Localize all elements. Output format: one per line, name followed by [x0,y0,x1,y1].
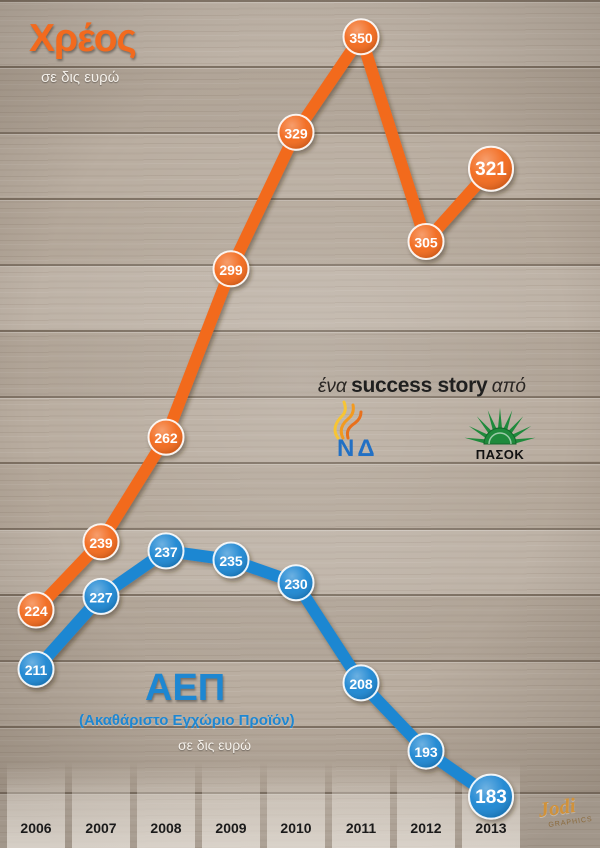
marker-highlight [149,534,183,568]
data-label: 227 [89,589,113,605]
marker-highlight [19,652,53,686]
debt-title: Χρέος [29,17,137,60]
gdp-unit-label: σε δις ευρώ [178,737,252,753]
sun-ray [468,426,488,438]
sun-ray [476,416,492,434]
flame-stroke [339,403,355,440]
marker-highlight [470,147,512,190]
marker-highlight [470,775,512,818]
sun-ray [508,416,524,434]
sun-ray [512,426,532,438]
series-line [30,30,497,617]
sun-ring [488,432,512,445]
marker-highlight [19,593,53,627]
x-tick-label: 2012 [397,762,455,848]
pasok-logo: ΠΑΣΟΚ [460,404,540,466]
data-label: 183 [475,787,507,808]
x-tick-label: 2009 [202,762,260,848]
flame-stroke [333,400,347,440]
data-label: 224 [24,603,48,619]
x-tick-label: 2010 [267,762,325,848]
marker-highlight [84,579,118,613]
data-series-0: 224 239 262 299 329 350 305 321 [17,18,514,629]
gdp-title: ΑΕΠ [145,667,226,709]
marker-highlight [344,20,378,54]
marker-highlight [409,734,443,768]
data-label: 239 [89,535,113,551]
tagline-prefix: ένα [318,376,347,397]
data-label: 230 [284,576,308,592]
marker-highlight [344,666,378,700]
gdp-full-name: (Ακαθάριστο Εγχώριο Προϊόν) [79,712,295,729]
data-label: 321 [475,159,507,180]
x-tick-label: 2006 [7,762,65,848]
marker-highlight [279,115,313,149]
marker-highlight [84,525,118,559]
nd-logo-text: ΝΔ [337,435,378,462]
tagline: ένα success story από [318,373,526,401]
data-series-1: 211 227 237 235 230 208 193 183 [17,532,514,820]
marker-highlight [409,225,443,258]
sun-ray [503,410,513,430]
data-label: 262 [154,430,178,446]
data-label: 237 [154,544,178,560]
x-tick-label: 2008 [137,762,195,848]
sun-ray [515,437,536,444]
tagline-suffix: από [491,376,526,397]
marker-highlight [149,420,183,454]
flame-stroke [345,410,363,440]
data-label: 193 [414,744,438,760]
sun-rays [464,408,536,444]
data-label: 305 [414,235,438,251]
torch-flame-icon [333,400,363,440]
data-label: 235 [219,553,243,569]
sun-ray [464,437,485,444]
marker-highlight [214,543,248,577]
data-label: 211 [25,662,48,678]
x-tick-label: 2007 [72,762,130,848]
x-tick-label: 2011 [332,762,390,848]
marker-highlight [214,252,248,286]
nd-logo: ΝΔ [324,400,390,464]
sun-ray [487,410,497,430]
rising-sun-icon [464,408,536,445]
data-label: 208 [349,676,373,692]
tagline-emphasis: success story [351,374,488,397]
sun-ray [498,408,502,429]
sun-disc [483,427,517,445]
data-label: 299 [219,262,243,278]
pasok-logo-text: ΠΑΣΟΚ [475,447,525,462]
data-label: 350 [349,30,373,46]
marker-highlight [279,566,313,600]
data-label: 329 [284,125,308,141]
debt-unit-label: σε δις ευρώ [41,69,120,86]
credit-logo: Jodi GRAPHICS [537,793,594,842]
